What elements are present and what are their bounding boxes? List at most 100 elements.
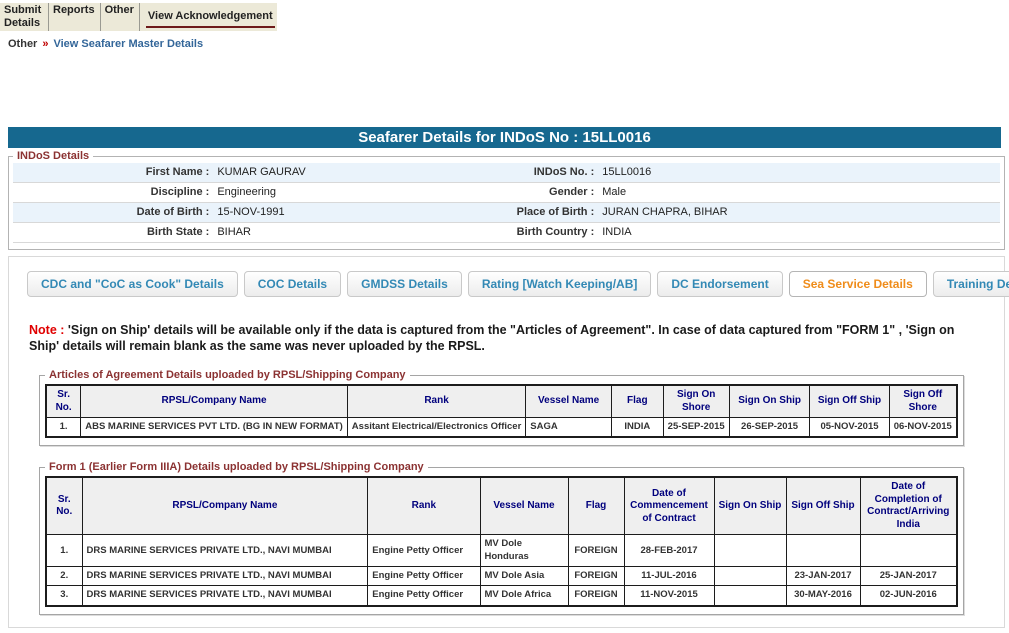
breadcrumb-separator: » [42, 38, 49, 50]
column-header: Date of Completion of Contract/Arriving … [859, 476, 958, 536]
table-cell: 25-SEP-2015 [662, 417, 730, 438]
table-cell: 11-JUL-2016 [623, 566, 715, 587]
field-label: Gender : [549, 186, 595, 198]
field-value: Engineering [217, 186, 277, 198]
table-cell [785, 534, 861, 568]
column-header: RPSL/Company Name [81, 476, 369, 536]
field-label: Discipline : [150, 186, 210, 198]
tab-rating-watch-keeping-ab[interactable]: Rating [Watch Keeping/AB] [467, 271, 652, 297]
form1-table: Sr. No. RPSL/Company Name Rank Vessel Na… [45, 476, 958, 607]
field-value: 15-NOV-1991 [217, 206, 285, 218]
field-label: Place of Birth : [516, 206, 595, 218]
indos-row: Date of Birth : 15-NOV-1991 Place of Bir… [13, 203, 1000, 223]
tab-gmdss-details[interactable]: GMDSS Details [347, 271, 462, 297]
tab-training-details[interactable]: Training Details [932, 271, 1009, 297]
menu-item-reports[interactable]: Reports [53, 4, 95, 16]
table-cell: 3. [45, 585, 83, 607]
table-header-row: Sr. No. RPSL/Company Name Rank Vessel Na… [45, 476, 958, 536]
table-cell: FOREIGN [567, 585, 625, 607]
note-body: 'Sign on Ship' details will be available… [29, 323, 955, 353]
note-label: Note : [29, 323, 65, 337]
table-cell: 11-NOV-2015 [623, 585, 715, 607]
column-header: Flag [567, 476, 625, 536]
table-cell: FOREIGN [567, 534, 625, 568]
table-row: 1. DRS MARINE SERVICES PRIVATE LTD., NAV… [45, 534, 958, 568]
column-header: RPSL/Company Name [80, 384, 348, 418]
menu-divider [48, 3, 49, 31]
field-value: BIHAR [217, 226, 251, 238]
breadcrumb-section: Other [8, 38, 38, 50]
field-label: INDoS No. : [533, 166, 595, 178]
page-title: Seafarer Details for INDoS No : 15LL0016 [8, 127, 1001, 148]
column-header: Vessel Name [479, 476, 569, 536]
table-cell: MV Dole Honduras [479, 534, 569, 568]
table-row: 1. ABS MARINE SERVICES PVT LTD. (BG IN N… [45, 417, 958, 438]
table-cell: Assitant Electrical/Electronics Officer [346, 417, 527, 438]
column-header: Sr. No. [45, 476, 83, 536]
table-cell [713, 534, 787, 568]
tab-cdc-and-coc-as-cook-details[interactable]: CDC and "CoC as Cook" Details [27, 271, 238, 297]
column-header: Date of Commencement of Contract [623, 476, 715, 536]
indos-row: Birth State : BIHAR Birth Country : INDI… [13, 223, 1000, 243]
tab-strip: CDC and "CoC as Cook" Details COC Detail… [27, 271, 1009, 297]
table-cell: 28-FEB-2017 [623, 534, 715, 568]
form1-details-fieldset: Form 1 (Earlier Form IIIA) Details uploa… [39, 461, 964, 615]
tab-dc-endorsement[interactable]: DC Endorsement [657, 271, 783, 297]
column-header: Sign Off Ship [809, 384, 890, 418]
menu-item-other[interactable]: Other [104, 4, 134, 16]
table-cell: 2. [45, 566, 83, 587]
note-text: Note : 'Sign on Ship' details will be av… [29, 322, 986, 354]
field-value: KUMAR GAURAV [217, 166, 306, 178]
tab-content-panel: CDC and "CoC as Cook" Details COC Detail… [8, 256, 1009, 628]
table-cell [713, 585, 787, 607]
table-header-row: Sr. No. RPSL/Company Name Rank Vessel Na… [45, 384, 958, 418]
table-cell: Engine Petty Officer [367, 585, 481, 607]
articles-legend: Articles of Agreement Details uploaded b… [49, 369, 406, 381]
menu-item-view-acknowledgement[interactable]: View Acknowledgement [145, 10, 275, 28]
table-cell: DRS MARINE SERVICES PRIVATE LTD., NAVI M… [81, 585, 369, 607]
top-menu-bar: Submit Details Reports Other View Acknow… [0, 3, 277, 31]
table-cell: 23-JAN-2017 [785, 566, 861, 587]
table-cell: MV Dole Asia [479, 566, 569, 587]
table-cell: 1. [45, 534, 83, 568]
indos-details-legend: INDoS Details [17, 150, 90, 162]
table-cell: 02-JUN-2016 [859, 585, 958, 607]
field-label: First Name : [145, 166, 210, 178]
column-header: Flag [610, 384, 664, 418]
field-value: INDIA [602, 226, 632, 238]
articles-table: Sr. No. RPSL/Company Name Rank Vessel Na… [45, 384, 958, 439]
form1-legend: Form 1 (Earlier Form IIIA) Details uploa… [49, 461, 424, 474]
field-label: Date of Birth : [136, 206, 210, 218]
column-header: Rank [367, 476, 481, 536]
indos-row: Discipline : Engineering Gender : Male [13, 183, 1000, 203]
breadcrumb: Other » View Seafarer Master Details [0, 31, 1009, 50]
menu-divider [99, 3, 101, 31]
field-label: Birth Country : [516, 226, 595, 238]
table-cell: 1. [45, 417, 82, 438]
menu-divider [138, 3, 140, 31]
column-header: Sign On Ship [713, 476, 787, 536]
table-cell: INDIA [610, 417, 664, 438]
table-cell: DRS MARINE SERVICES PRIVATE LTD., NAVI M… [81, 534, 369, 568]
tab-coc-details[interactable]: COC Details [243, 271, 342, 297]
menu-item-submit-details[interactable]: Submit Details [4, 4, 42, 29]
field-value: JURAN CHAPRA, BIHAR [602, 206, 728, 218]
tab-sea-service-details[interactable]: Sea Service Details [788, 271, 927, 297]
table-cell: Engine Petty Officer [367, 566, 481, 587]
column-header: Sign Off Ship [785, 476, 861, 536]
table-cell: Engine Petty Officer [367, 534, 481, 568]
table-cell [713, 566, 787, 587]
column-header: Sign On Ship [728, 384, 811, 418]
table-cell: ABS MARINE SERVICES PVT LTD. (BG IN NEW … [80, 417, 348, 438]
column-header: Sr. No. [45, 384, 82, 418]
table-cell: 30-MAY-2016 [785, 585, 861, 607]
table-cell: MV Dole Africa [479, 585, 569, 607]
field-value: 15LL0016 [602, 166, 652, 178]
table-row: 3. DRS MARINE SERVICES PRIVATE LTD., NAV… [45, 585, 958, 607]
articles-of-agreement-fieldset: Articles of Agreement Details uploaded b… [39, 369, 964, 447]
table-cell: DRS MARINE SERVICES PRIVATE LTD., NAVI M… [81, 566, 369, 587]
column-header: Rank [346, 384, 527, 418]
breadcrumb-current-page: View Seafarer Master Details [53, 38, 204, 50]
column-header: Sign Off Shore [888, 384, 958, 418]
field-label: Birth State : [146, 226, 210, 238]
